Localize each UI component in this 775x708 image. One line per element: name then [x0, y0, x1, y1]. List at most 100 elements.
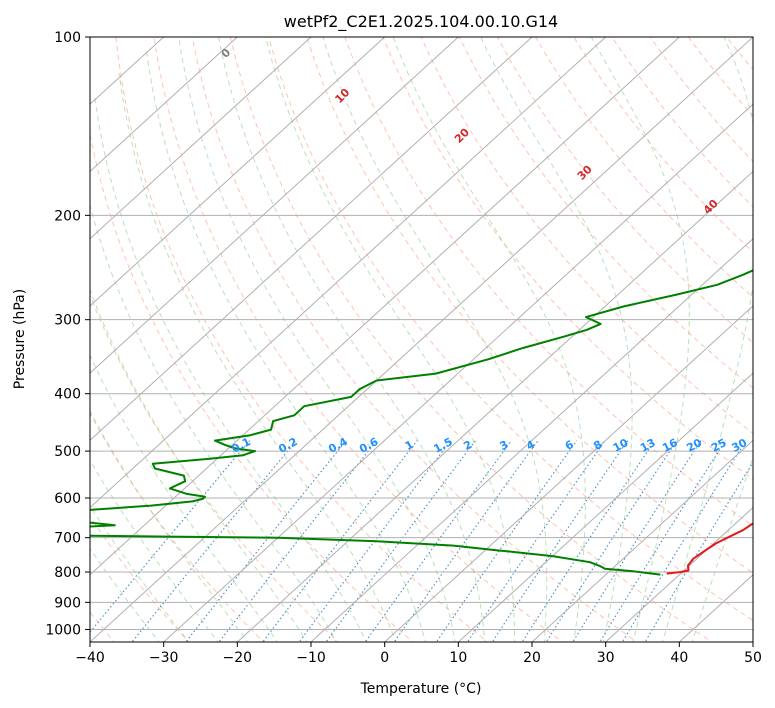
- mixing-ratio-line: [364, 440, 512, 642]
- y-tick-label: 400: [54, 387, 81, 403]
- isotherm-line: [531, 439, 753, 642]
- dry-adiabat-label: 40: [701, 197, 721, 217]
- plot-area: -100-90-80-70-60-50-40-30-20-10010203040…: [90, 0, 775, 644]
- dry-adiabat-label: 10: [332, 86, 352, 106]
- x-tick-label: 50: [744, 650, 762, 666]
- x-tick-label: −30: [149, 650, 179, 666]
- isotherm-line: [90, 37, 239, 173]
- moist-adiabat-line: [94, 94, 367, 642]
- isotherm-line: [236, 170, 753, 642]
- dry-adiabat-line: [344, 37, 753, 527]
- dry-adiabat-line: [153, 37, 564, 642]
- moist-adiabat-line: [145, 49, 427, 642]
- isotherm-line: [90, 37, 386, 307]
- dry-adiabat-label: 20: [452, 125, 472, 145]
- mixing-ratio-line: [262, 440, 418, 642]
- mixing-ratio-line: [393, 440, 539, 642]
- moist-adiabat-line: [178, 37, 456, 642]
- moist-adiabat-line: [392, 37, 586, 642]
- mixing-ratio-label: 13: [638, 436, 658, 455]
- mixing-ratio-label: 16: [660, 436, 680, 455]
- moist-adiabat-line: [480, 37, 633, 642]
- mixing-ratio-label: 0.4: [326, 435, 350, 456]
- moist-adiabat-line: [90, 547, 160, 642]
- dry-adiabat-line: [306, 37, 753, 574]
- mixing-ratio-label: 36: [750, 436, 770, 455]
- dry-adiabats: [90, 37, 775, 644]
- moist-adiabat-line: [322, 37, 548, 642]
- y-tick-label: 600: [54, 491, 81, 507]
- temperature-profile: [666, 522, 753, 575]
- dry-adiabat-line: [649, 37, 753, 163]
- y-tick-label: 200: [54, 208, 81, 224]
- y-tick-label: 700: [54, 531, 81, 547]
- mixing-ratio-label: 25: [709, 436, 729, 455]
- skewed-isotherms: [90, 37, 753, 642]
- mixing-ratio-label: 20: [684, 436, 704, 455]
- dry-adiabat-line: [191, 37, 638, 642]
- x-tick-label: −40: [75, 650, 105, 666]
- moist-adiabat-line: [90, 203, 338, 642]
- x-tick-label: 0: [380, 650, 389, 666]
- mixing-ratio-label: 1.5: [431, 435, 454, 456]
- isotherm-line: [162, 103, 753, 642]
- moist-adiabat-line: [265, 37, 516, 642]
- mixing-ratio-label: 30: [730, 436, 750, 455]
- x-tick-label: 30: [597, 650, 615, 666]
- dry-adiabat-line: [229, 37, 713, 642]
- isotherm-line: [457, 372, 753, 642]
- mixing-ratio-line: [298, 440, 452, 642]
- moist-adiabats: [90, 37, 753, 642]
- x-tick-label: 20: [523, 650, 541, 666]
- dewpoint-profile: [90, 269, 753, 576]
- moist-adiabat-line: [118, 72, 397, 642]
- dry-adiabat-label: -10: [101, 0, 124, 20]
- x-tick-label: 40: [670, 650, 688, 666]
- y-axis-label: Pressure (hPa): [12, 289, 28, 389]
- mixing-ratio-label: 0.2: [276, 435, 299, 456]
- isotherm-line: [90, 37, 533, 442]
- moist-adiabat-line: [90, 354, 278, 642]
- dry-adiabat-line: [573, 37, 753, 253]
- plot-frame: [89, 36, 754, 643]
- mixing-ratio-line: [572, 440, 702, 642]
- mixing-ratio-label: 10: [611, 436, 631, 455]
- y-tick-label: 900: [54, 595, 81, 611]
- temperature-line: [666, 522, 753, 575]
- isotherm-line: [90, 37, 312, 240]
- y-tick-label: 800: [54, 565, 81, 581]
- mixing-ratio-line: [185, 440, 347, 642]
- x-tick-label: 10: [449, 650, 467, 666]
- mixing-ratio-line: [644, 461, 753, 642]
- mixing-ratio-labels: 0.1 0.2 0.4 0.6 1 1.5 2 3 4 6 8 10 13 16 20 25 30 36: [230, 435, 770, 456]
- moist-adiabat-line: [662, 37, 753, 642]
- y-tick-label: 300: [54, 313, 81, 329]
- mixing-ratio-line: [521, 440, 656, 642]
- moist-adiabat-line: [218, 37, 486, 642]
- dry-adiabat-line: [420, 37, 753, 435]
- dry-adiabat-line: [765, 37, 775, 644]
- x-tick-label: −20: [223, 650, 253, 666]
- moist-adiabat-line: [90, 459, 219, 642]
- dry-adiabat-label: 0: [219, 46, 234, 61]
- isotherm-line: [678, 574, 753, 642]
- moist-adiabat-line: [691, 455, 753, 642]
- x-axis-ticks: −40 −30 −20 −10 0 10 20 30 40 50: [75, 642, 762, 666]
- y-tick-label: 100: [54, 30, 81, 46]
- mixing-ratio-line: [599, 440, 727, 642]
- isotherm-line: [604, 506, 753, 642]
- mixing-ratio-line: [621, 440, 747, 642]
- mixing-ratio-line: [545, 440, 678, 642]
- moist-adiabat-line: [90, 288, 308, 642]
- dry-adiabat-line: [458, 37, 753, 389]
- mixing-ratio-line: [435, 440, 578, 642]
- mixing-ratio-lines: [90, 440, 753, 642]
- y-axis-ticks: 100 200 300 400 500 600 700 800 900 1000: [45, 30, 90, 638]
- dry-adiabat-line: [496, 37, 753, 344]
- isotherm-line: [310, 237, 753, 642]
- y-tick-label: 1000: [45, 622, 81, 638]
- mixing-ratio-line: [466, 440, 606, 642]
- dry-adiabat-line: [90, 293, 339, 642]
- mixing-ratio-label: 0.6: [357, 435, 381, 456]
